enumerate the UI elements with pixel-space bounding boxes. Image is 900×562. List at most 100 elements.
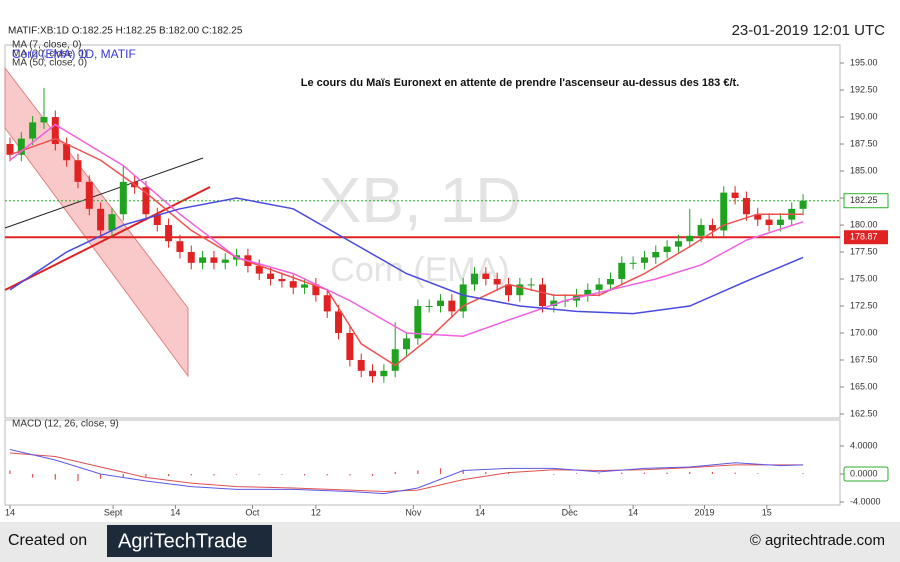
y-tick-label: 195.00: [850, 57, 878, 67]
candle-body: [516, 284, 524, 296]
timestamp: 23-01-2019 12:01 UTC: [732, 22, 886, 39]
y-tick-label: 187.50: [850, 138, 878, 148]
candle-body: [335, 311, 343, 334]
trend-line: [4, 186, 211, 291]
candle-body: [323, 295, 331, 312]
candle-body: [187, 252, 195, 263]
candle-body: [51, 117, 59, 145]
x-tick-label: 15: [762, 507, 772, 517]
candle-body: [448, 300, 456, 312]
candle-body: [176, 241, 184, 253]
y-tick-label: 180.00: [850, 219, 878, 229]
level-label: 178.87: [850, 232, 878, 242]
macd-y-tick-label: 4.0000: [850, 440, 878, 450]
candle-body: [40, 117, 48, 123]
candle-body: [199, 257, 207, 263]
legend-entry: MA (7, close, 0): [12, 40, 81, 51]
candle-body: [63, 144, 71, 161]
y-tick-label: 165.00: [850, 381, 878, 391]
candle-body: [301, 284, 309, 288]
x-tick-label: Sept: [104, 507, 123, 517]
candle-body: [414, 306, 422, 339]
candle-body: [652, 252, 660, 258]
x-tick-label: 14: [170, 507, 180, 517]
x-tick-label: Oct: [245, 507, 260, 517]
candle-body: [482, 273, 490, 280]
y-tick-label: 167.50: [850, 354, 878, 364]
candle-body: [720, 192, 728, 231]
candle-body: [97, 208, 105, 231]
candle-body: [629, 262, 637, 264]
copyright: © agritechtrade.com: [750, 532, 885, 549]
candle-body: [403, 338, 411, 350]
candle-body: [380, 370, 388, 377]
ma-line: [9, 123, 804, 338]
macd-line: [9, 448, 804, 495]
y-tick-label: 172.50: [850, 300, 878, 310]
candle-body: [674, 241, 682, 247]
candle-body: [686, 235, 694, 242]
candle-body: [459, 284, 467, 312]
candle-body: [754, 214, 762, 220]
candle-body: [425, 306, 433, 308]
candle-body: [210, 257, 218, 263]
x-tick-label: 12: [311, 507, 321, 517]
candle-body: [640, 257, 648, 263]
candle-body: [663, 246, 671, 253]
candle-body: [289, 281, 297, 288]
candle-body: [85, 181, 93, 209]
candle-body: [493, 279, 501, 285]
candle-body: [504, 284, 512, 296]
candle-body: [255, 266, 263, 274]
candle-body: [119, 181, 127, 215]
y-tick-label: 177.50: [850, 246, 878, 256]
candle-body: [606, 279, 614, 285]
candle-body: [267, 273, 275, 280]
candle-body: [550, 300, 558, 307]
y-tick-label: 175.00: [850, 273, 878, 283]
candle-body: [584, 289, 592, 296]
candle-body: [29, 122, 37, 139]
logo: AgriTechTrade: [118, 530, 247, 552]
macd-zero-box: [843, 466, 889, 482]
x-tick-label: 14: [5, 507, 15, 517]
candle-body: [595, 284, 603, 290]
candle-body: [618, 262, 626, 280]
candle-body: [74, 160, 82, 182]
level-label-box: [844, 230, 888, 245]
candle-body: [799, 200, 807, 209]
candle-body: [221, 259, 229, 263]
x-tick-label: Nov: [405, 507, 422, 517]
candle-body: [708, 225, 716, 231]
candle-body: [765, 219, 773, 226]
watermark-sub: Corn (EMA): [330, 251, 509, 289]
ma-line: [9, 197, 804, 315]
created-on: Created on: [8, 532, 87, 549]
y-tick-label: 170.00: [850, 327, 878, 337]
candle-body: [165, 225, 173, 242]
x-tick-label: 2019: [694, 507, 714, 517]
last-price-label: 182.25: [850, 195, 878, 205]
candle-body: [391, 349, 399, 371]
candle-body: [346, 333, 354, 361]
candle-body: [776, 219, 784, 226]
y-tick-label: 162.50: [850, 408, 878, 418]
instrument: Corn (EMA) 1D, MATIF: [12, 47, 136, 61]
legend-entry: MA (20, close, 0): [12, 49, 87, 60]
candle-body: [742, 198, 750, 215]
x-tick-label: 14: [475, 507, 485, 517]
candle-body: [278, 279, 286, 282]
macd-y-tick-label: -4.0000: [850, 496, 881, 506]
legend-entry: MA (50, close, 0): [12, 58, 87, 69]
logo-box: [107, 525, 272, 557]
x-tick-label: 14: [628, 507, 638, 517]
candle-body: [142, 187, 150, 215]
candle-body: [153, 214, 161, 226]
x-tick-label: Déc: [562, 507, 579, 517]
candle-body: [312, 284, 320, 296]
candle-body: [357, 360, 365, 371]
ma-line: [9, 137, 804, 367]
last-price-box: [843, 193, 889, 209]
